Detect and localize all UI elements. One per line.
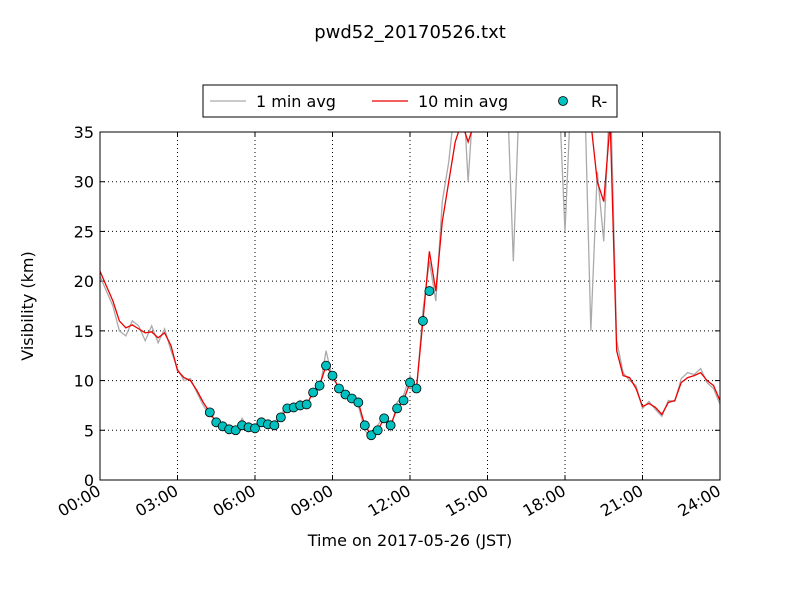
- scatter-point: [204, 407, 215, 418]
- scatter-point: [321, 360, 331, 371]
- y-tick-label: 30: [74, 173, 94, 192]
- scatter-point: [359, 420, 370, 431]
- scatter-point: [392, 403, 402, 414]
- y-tick-label: 35: [74, 123, 94, 142]
- x-tick-label: 00:00: [55, 481, 104, 521]
- scatter-point: [308, 387, 319, 398]
- legend-box: [202, 84, 618, 118]
- scatter-point: [275, 412, 286, 423]
- x-tick-label: 18:00: [520, 481, 569, 521]
- y-tick-label: 20: [74, 272, 94, 291]
- scatter-point: [327, 370, 338, 381]
- y-tick-label: 25: [74, 222, 94, 241]
- x-axis-label: Time on 2017-05-26 (JST): [307, 531, 512, 550]
- scatter-point: [372, 425, 383, 436]
- y-tick-label: 5: [84, 421, 94, 440]
- scatter-point: [405, 377, 415, 388]
- plot-frame: [99, 131, 721, 481]
- scatter-point: [269, 420, 280, 431]
- scatter-point: [353, 397, 364, 408]
- scatter-point: [230, 425, 241, 436]
- scatter-point: [334, 383, 344, 394]
- y-tick-label: 0: [84, 471, 94, 490]
- scatter-point: [366, 430, 377, 441]
- scatter-point: [398, 395, 409, 406]
- y-axis-label: Visibility (km): [18, 251, 37, 360]
- legend-marker: [558, 96, 568, 106]
- scatter-point: [314, 380, 325, 391]
- legend-label: 1 min avg: [256, 92, 336, 111]
- legend-label: R-: [591, 92, 607, 111]
- x-tick-label: 06:00: [210, 481, 259, 521]
- y-tick-label: 10: [74, 372, 94, 391]
- x-tick-label: 09:00: [287, 481, 336, 521]
- legend-label: 10 min avg: [418, 92, 508, 111]
- x-tick-label: 12:00: [365, 481, 414, 521]
- x-tick-label: 03:00: [132, 481, 181, 521]
- scatter-point: [411, 383, 422, 394]
- y-tick-label: 15: [74, 322, 94, 341]
- chart-title: pwd52_20170526.txt: [314, 22, 506, 43]
- legend: 1 min avg 10 min avg R-: [202, 84, 618, 118]
- x-tick-label: 24:00: [675, 481, 724, 521]
- x-tick-label: 21:00: [597, 481, 646, 521]
- scatter-point: [418, 316, 428, 326]
- plot-area: [100, 132, 720, 441]
- scatter-point: [379, 413, 390, 424]
- scatter-point: [301, 399, 312, 410]
- scatter-point: [250, 423, 260, 434]
- scatter-point: [424, 286, 435, 296]
- scatter-point: [385, 420, 396, 431]
- x-tick-label: 15:00: [442, 481, 491, 521]
